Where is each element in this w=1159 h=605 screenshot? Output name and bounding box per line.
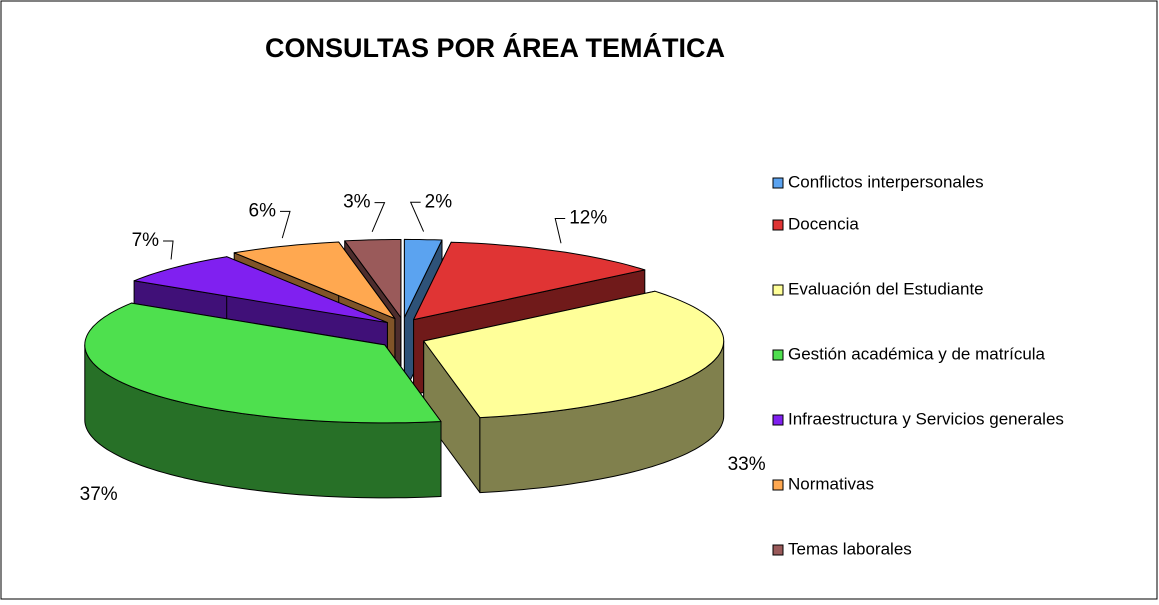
- data-label: 33%: [728, 454, 766, 475]
- leader-line: [409, 201, 425, 232]
- legend-label: Normativas: [788, 474, 874, 493]
- legend-label: Conflictos interpersonales: [788, 172, 984, 191]
- data-label: 7%: [132, 230, 160, 251]
- data-label: 37%: [80, 484, 118, 505]
- slice: [423, 290, 725, 419]
- slice: [233, 241, 396, 320]
- data-label: 6%: [249, 200, 277, 221]
- legend-swatch: [772, 219, 784, 231]
- leader-line: [163, 240, 174, 260]
- leader-line: [554, 217, 566, 244]
- data-label: 2%: [425, 191, 453, 212]
- legend-swatch: [772, 479, 784, 491]
- chart-title: CONSULTAS POR ÁREA TEMÁTICA: [265, 32, 725, 63]
- slice: [344, 239, 402, 318]
- legend-swatch: [772, 349, 784, 361]
- slice: [133, 256, 388, 324]
- data-label: 3%: [343, 192, 371, 213]
- leader-line: [279, 210, 291, 239]
- leader-line: [371, 202, 386, 233]
- legend-label: Gestión académica y de matrícula: [788, 344, 1046, 363]
- legend-swatch: [772, 414, 784, 426]
- legend-label: Docencia: [788, 214, 859, 233]
- slice: [84, 302, 442, 424]
- slice: [403, 238, 443, 318]
- legend-swatch: [772, 284, 784, 296]
- data-label: 12%: [569, 207, 607, 228]
- legend-swatch: [772, 177, 784, 189]
- legend-label: Evaluación del Estudiante: [788, 279, 984, 298]
- legend-swatch: [772, 544, 784, 556]
- legend-label: Infraestructura y Servicios generales: [788, 409, 1064, 428]
- legend-label: Temas laborales: [788, 539, 912, 558]
- slice: [413, 241, 646, 321]
